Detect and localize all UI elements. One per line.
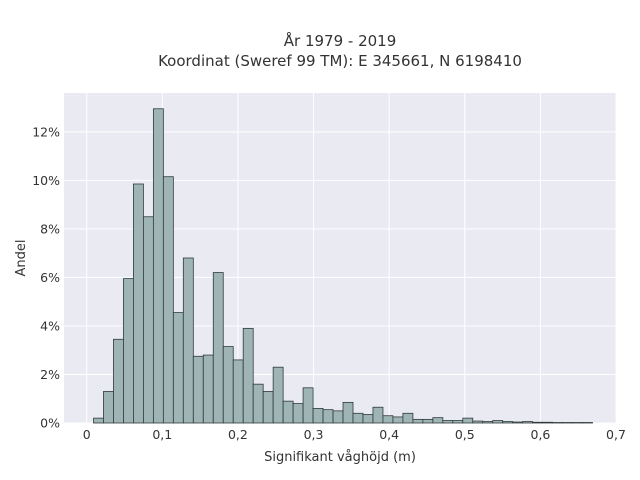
histogram-bar <box>252 383 264 424</box>
y-tick-label: 0% <box>40 416 60 431</box>
y-axis-ticks: 0% 2% 4% 6% 8% 10% 12% <box>32 124 60 430</box>
histogram-bar <box>412 418 424 424</box>
histogram-bar <box>133 183 144 424</box>
histogram-bar <box>202 354 214 424</box>
histogram-bar <box>392 416 404 424</box>
histogram-bar <box>292 403 304 424</box>
y-tick-label: 10% <box>32 173 60 188</box>
y-tick-label: 4% <box>40 318 60 333</box>
x-axis-label: Signifikant våghöjd (m) <box>264 450 416 465</box>
histogram-bar <box>93 417 104 424</box>
histogram-bar <box>492 420 504 424</box>
histogram-bar <box>182 257 194 424</box>
histogram-bar <box>232 359 244 424</box>
chart-title-line-1: År 1979 - 2019 <box>284 31 397 50</box>
x-tick-label: 0,2 <box>228 427 248 442</box>
histogram-bar <box>532 421 544 424</box>
histogram-bars <box>93 108 593 424</box>
histogram-bar <box>302 387 314 424</box>
histogram-bar <box>372 406 384 424</box>
histogram-bar <box>152 108 164 424</box>
histogram-bar <box>432 417 444 424</box>
x-axis-ticks: 0 0,1 0,2 0,3 0,4 0,5 0,6 0,7 <box>83 427 626 442</box>
histogram-bar <box>113 338 124 424</box>
histogram-bar <box>382 415 394 424</box>
histogram-bar <box>322 409 334 424</box>
histogram-bar <box>352 412 364 424</box>
histogram-bar <box>103 391 114 424</box>
histogram-bar <box>162 176 174 424</box>
histogram-bar <box>482 421 494 424</box>
x-tick-label: 0,4 <box>379 427 399 442</box>
histogram-bar <box>222 346 234 424</box>
histogram-bar <box>422 418 434 424</box>
histogram-bar <box>542 421 554 424</box>
histogram-bar <box>452 420 464 424</box>
histogram-bar <box>472 420 484 424</box>
histogram-bar <box>242 327 254 424</box>
x-tick-label: 0,5 <box>455 427 475 442</box>
x-tick-label: 0,3 <box>304 427 324 442</box>
histogram-bar <box>512 421 524 424</box>
y-tick-label: 12% <box>32 124 60 139</box>
histogram-bar <box>192 355 204 424</box>
histogram-bar <box>312 408 324 424</box>
histogram-bar <box>172 312 184 424</box>
y-tick-label: 6% <box>40 270 60 285</box>
y-tick-label: 2% <box>40 367 60 382</box>
histogram-bar <box>342 401 354 424</box>
chart-title-line-2: Koordinat (Sweref 99 TM): E 345661, N 61… <box>158 52 522 70</box>
histogram-bar <box>442 420 454 424</box>
histogram-bar <box>262 391 274 424</box>
x-tick-label: 0 <box>83 427 91 442</box>
histogram-bar <box>502 421 514 424</box>
histogram-bar <box>362 414 374 424</box>
histogram-bar <box>522 421 534 424</box>
histogram-bar <box>142 216 154 424</box>
x-tick-label: 0,6 <box>530 427 550 442</box>
histogram-bar <box>272 366 284 424</box>
y-axis-label: Andel <box>14 240 29 277</box>
histogram-bar <box>123 278 134 424</box>
histogram-bar <box>332 410 344 424</box>
x-tick-label: 0,1 <box>152 427 172 442</box>
x-tick-label: 0,7 <box>606 427 626 442</box>
y-tick-label: 8% <box>40 221 60 236</box>
histogram-bar <box>402 412 414 424</box>
histogram-bar <box>282 400 294 424</box>
histogram-bar <box>212 272 224 424</box>
histogram-bar <box>462 417 474 424</box>
